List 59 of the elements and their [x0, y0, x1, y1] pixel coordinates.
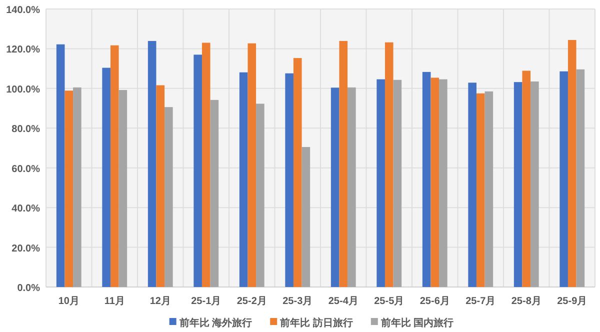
x-tick-label: 25-3月 — [282, 296, 313, 307]
bar — [468, 82, 476, 287]
bar — [422, 72, 431, 287]
bar — [568, 40, 576, 287]
x-tick-label: 25-6月 — [420, 296, 450, 307]
bar — [293, 58, 302, 287]
bar — [118, 90, 128, 287]
x-tick-label: 25-9月 — [557, 296, 588, 307]
x-tick-label: 12月 — [150, 296, 171, 307]
y-tick-label: 20.0% — [12, 243, 40, 254]
bar — [164, 107, 173, 287]
bar — [64, 90, 74, 287]
legend-label: 前年比 海外旅行 — [178, 317, 252, 329]
x-tick-label: 25-2月 — [236, 296, 267, 307]
bar — [384, 42, 394, 287]
bar — [339, 40, 348, 287]
bar — [210, 100, 219, 287]
x-tick-label: 25-8月 — [511, 296, 542, 307]
y-tick-label: 100.0% — [6, 84, 40, 96]
bar — [248, 43, 256, 287]
bar — [256, 104, 264, 287]
legend-label: 前年比 訪日旅行 — [279, 317, 353, 329]
bar — [330, 88, 340, 287]
bar — [430, 78, 440, 287]
bar — [576, 69, 585, 287]
legend-label: 前年比 国内旅行 — [380, 317, 454, 329]
bar — [476, 93, 485, 287]
x-tick-label: 25-7月 — [466, 296, 496, 307]
bar — [393, 80, 402, 287]
bar — [484, 91, 494, 287]
y-tick-label: 0.0% — [17, 283, 40, 294]
y-tick-label: 120.0% — [6, 44, 40, 56]
bar — [110, 45, 119, 287]
y-tick-label: 80.0% — [12, 124, 40, 136]
bar — [156, 85, 165, 287]
bar — [285, 73, 294, 287]
bar — [348, 87, 356, 287]
bar — [514, 82, 522, 287]
bar — [439, 79, 448, 287]
x-tick-label: 25-4月 — [328, 296, 358, 307]
x-tick-label: 25-1月 — [191, 296, 222, 307]
bar — [239, 72, 248, 287]
y-tick-label: 60.0% — [12, 164, 40, 175]
bar — [560, 71, 568, 287]
y-tick-label: 140.0% — [6, 5, 40, 16]
bar — [202, 42, 210, 287]
x-tick-label: 25-5月 — [374, 296, 404, 307]
bar — [376, 79, 385, 287]
bar — [302, 147, 310, 287]
bar — [56, 44, 65, 287]
y-tick-label: 40.0% — [12, 204, 40, 215]
bar — [73, 87, 82, 287]
bar — [102, 68, 110, 287]
bar — [530, 81, 539, 287]
x-tick-label: 10月 — [58, 296, 80, 307]
x-tick-label: 11月 — [104, 296, 125, 307]
bar — [522, 70, 531, 287]
bar — [194, 54, 202, 287]
bar — [148, 40, 156, 287]
